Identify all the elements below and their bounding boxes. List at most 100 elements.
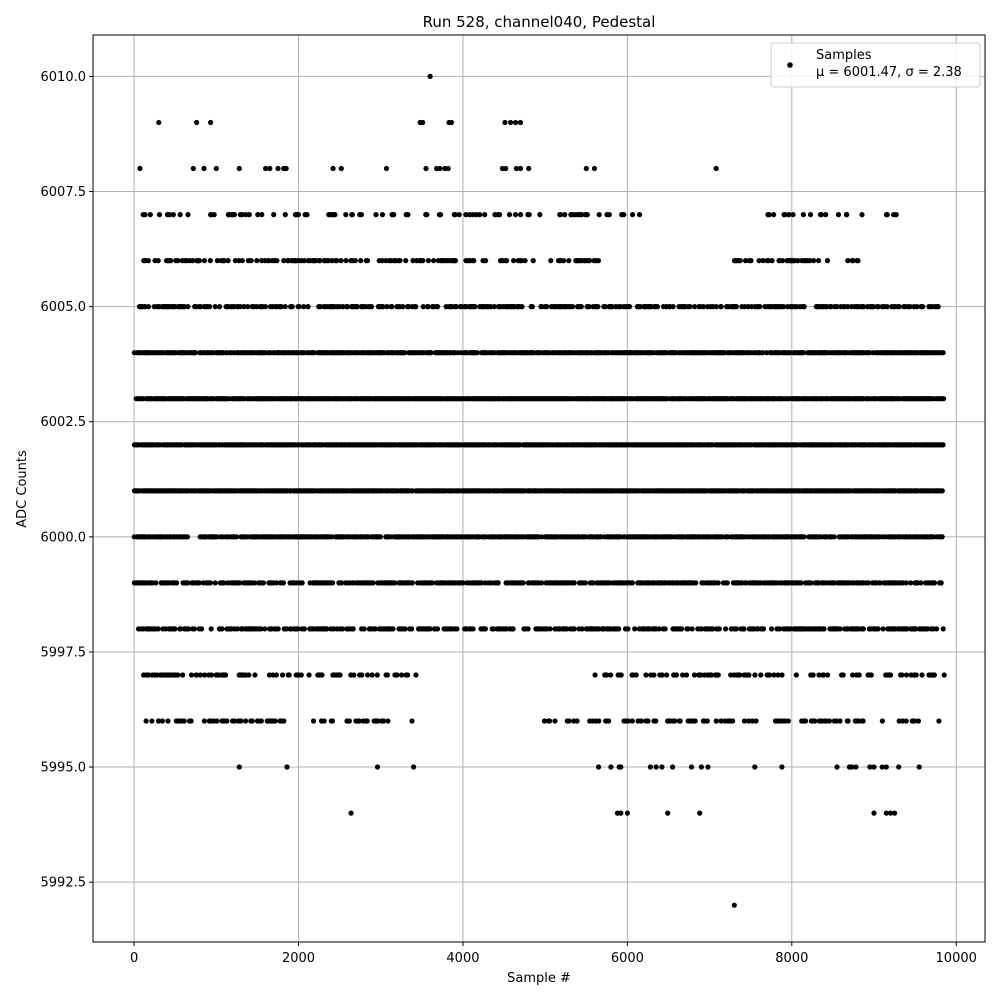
data-point — [931, 672, 938, 678]
data-point — [420, 258, 426, 264]
data-point — [595, 304, 601, 310]
data-point — [405, 672, 411, 678]
data-point — [289, 304, 295, 310]
data-point — [592, 672, 598, 678]
data-point — [399, 672, 405, 678]
data-point — [571, 580, 577, 586]
data-point — [170, 212, 176, 218]
data-point — [207, 258, 213, 264]
data-point — [810, 672, 816, 678]
data-point — [364, 258, 371, 264]
data-point — [246, 212, 252, 218]
data-point — [733, 304, 740, 310]
data-point — [938, 580, 944, 586]
data-point — [175, 672, 181, 678]
data-point — [482, 626, 488, 632]
data-point — [896, 304, 902, 310]
data-point — [262, 626, 268, 632]
data-point — [940, 442, 946, 448]
data-point — [495, 580, 501, 586]
data-point — [428, 350, 434, 356]
data-point — [856, 672, 862, 678]
data-point — [670, 304, 676, 310]
data-point — [305, 304, 311, 310]
data-point — [525, 626, 531, 632]
data-point — [368, 304, 375, 310]
data-point — [409, 580, 415, 586]
data-point — [337, 672, 343, 678]
data-point — [880, 626, 886, 632]
data-point — [343, 258, 349, 264]
data-point — [779, 672, 785, 678]
data-point — [286, 672, 292, 678]
data-point — [824, 258, 831, 264]
data-point — [214, 534, 220, 540]
data-point — [643, 672, 649, 678]
data-point — [510, 626, 516, 632]
data-point — [156, 212, 163, 218]
data-point — [748, 258, 754, 264]
data-point — [758, 672, 764, 678]
data-point — [625, 626, 631, 632]
data-point — [273, 672, 279, 678]
data-point — [208, 626, 214, 632]
data-point — [919, 672, 925, 678]
data-point — [374, 672, 380, 678]
data-point — [279, 672, 286, 678]
data-point — [212, 580, 218, 586]
data-point — [801, 350, 807, 356]
data-point — [868, 672, 874, 678]
data-point — [618, 672, 624, 678]
data-point — [248, 258, 254, 264]
data-point — [211, 212, 217, 218]
data-point — [683, 672, 690, 678]
data-point — [522, 258, 528, 264]
data-point — [452, 258, 458, 264]
data-point — [434, 626, 441, 632]
data-point — [860, 626, 867, 632]
data-point — [201, 258, 208, 264]
data-point — [259, 212, 265, 218]
data-point — [196, 258, 202, 264]
data-point — [939, 488, 945, 494]
data-point — [471, 258, 477, 264]
data-point — [718, 304, 724, 310]
data-point — [191, 626, 197, 632]
data-point — [760, 350, 766, 356]
data-point — [801, 304, 807, 310]
data-point — [296, 304, 302, 310]
data-point — [903, 672, 910, 678]
data-point — [679, 626, 685, 632]
data-point — [216, 304, 223, 310]
data-point — [225, 258, 231, 264]
data-point — [174, 580, 180, 586]
data-point — [941, 396, 947, 402]
data-point — [231, 212, 237, 218]
data-point — [673, 672, 680, 678]
data-point — [282, 304, 288, 310]
data-point — [470, 626, 476, 632]
data-point — [350, 626, 356, 632]
data-point — [831, 534, 837, 540]
data-point — [662, 626, 668, 632]
data-point — [304, 212, 310, 218]
data-point — [934, 626, 940, 632]
data-point — [825, 672, 831, 678]
data-point — [939, 534, 945, 540]
data-point — [409, 626, 415, 632]
data-point — [547, 626, 553, 632]
data-point — [627, 304, 633, 310]
data-point — [693, 580, 699, 586]
data-point — [306, 672, 312, 678]
data-point — [888, 672, 894, 678]
data-point — [239, 258, 245, 264]
data-point — [207, 304, 213, 310]
data-point — [177, 212, 183, 218]
data-point — [903, 580, 909, 586]
data-point — [632, 626, 638, 632]
data-points — [131, 73, 947, 908]
data-point — [172, 626, 178, 632]
data-point — [319, 672, 325, 678]
data-point — [295, 212, 301, 218]
